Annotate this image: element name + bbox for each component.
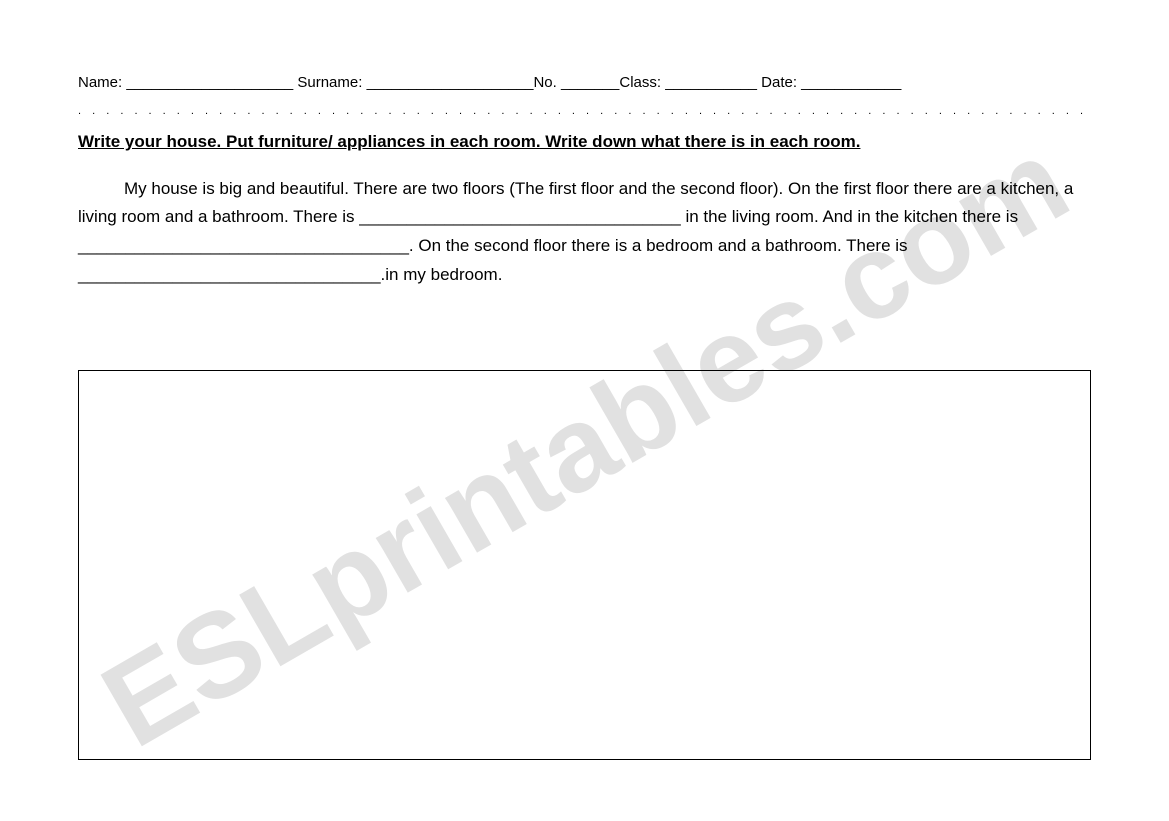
instruction-text: Write your house. Put furniture/ applian… bbox=[78, 129, 1091, 155]
date-label: Date: bbox=[757, 74, 797, 91]
dotted-separator: . . . . . . . . . . . . . . . . . . . . … bbox=[78, 105, 1091, 117]
worksheet-paragraph: My house is big and beautiful. There are… bbox=[78, 175, 1091, 291]
name-blank[interactable]: ____________________ bbox=[122, 74, 293, 91]
date-blank[interactable]: ____________ bbox=[797, 74, 901, 91]
name-label: Name: bbox=[78, 74, 122, 91]
surname-blank[interactable]: ____________________ bbox=[362, 74, 533, 91]
paragraph-text: My house is big and beautiful. There are… bbox=[78, 179, 1073, 285]
no-blank[interactable]: _______ bbox=[557, 74, 620, 91]
class-blank[interactable]: ___________ bbox=[661, 74, 757, 91]
student-info-line: Name: ____________________ Surname: ____… bbox=[78, 72, 1091, 93]
class-label: Class: bbox=[619, 74, 661, 91]
no-label: No. bbox=[533, 74, 556, 91]
worksheet-page: Name: ____________________ Surname: ____… bbox=[0, 0, 1169, 800]
surname-label: Surname: bbox=[297, 74, 362, 91]
drawing-area[interactable] bbox=[78, 370, 1091, 760]
